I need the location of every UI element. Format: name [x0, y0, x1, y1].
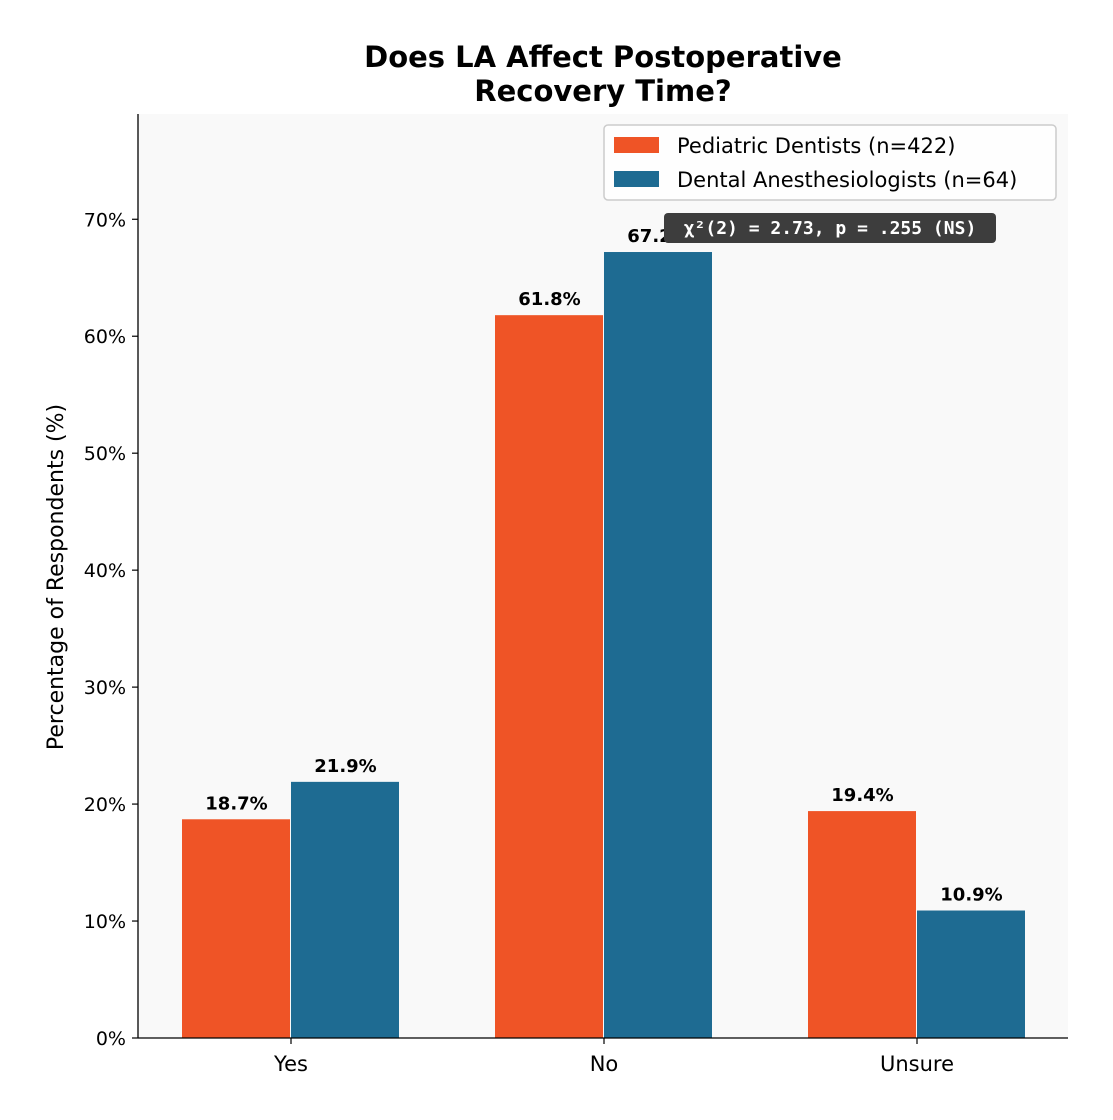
y-tick-label: 40% — [84, 560, 126, 582]
annotation-box — [664, 213, 996, 243]
stat-annotation: χ²(2) = 2.73, p = .255 (NS) — [664, 213, 996, 243]
bar-s2-no — [604, 252, 712, 1038]
bar-value-label: 18.7% — [205, 793, 267, 814]
bar-value-label: 10.9% — [940, 885, 1002, 906]
y-tick-label: 30% — [84, 677, 126, 699]
legend: Pediatric Dentists (n=422) Dental Anesthe… — [603, 124, 1057, 201]
y-ticks-group: 0% 10% 20% 30% 40% 50% 60% 70% — [84, 209, 138, 1050]
legend-swatch — [614, 171, 659, 187]
chart-title-line-1: Does LA Affect Postoperative — [364, 40, 842, 74]
y-tick-label: 10% — [84, 911, 126, 933]
bar-s2-yes — [291, 781, 399, 1038]
annotation-text: χ²(2) = 2.73, p = .255 (NS) — [684, 218, 977, 239]
bar-s1-unsure — [808, 811, 916, 1038]
y-tick-label: 50% — [84, 443, 126, 465]
bar-s1-yes — [182, 819, 290, 1038]
bars-group — [182, 252, 1025, 1038]
bar-value-label: 21.9% — [314, 756, 376, 777]
bar-s1-no — [495, 315, 603, 1038]
chart-title-line-2: Recovery Time? — [474, 74, 732, 108]
y-tick-label: 0% — [96, 1028, 126, 1050]
x-tick-label: No — [590, 1052, 619, 1076]
legend-label: Dental Anesthesiologists (n=64) — [677, 168, 1017, 192]
y-tick-label: 70% — [84, 209, 126, 231]
y-tick-label: 20% — [84, 794, 126, 816]
legend-label: Pediatric Dentists (n=422) — [677, 134, 955, 158]
x-ticks-group: Yes No Unsure — [273, 1038, 954, 1076]
bar-labels-group: 18.7%61.8%19.4%21.9%67.2%10.9% — [205, 226, 1002, 905]
bar-s2-unsure — [917, 910, 1025, 1038]
x-tick-label: Unsure — [880, 1052, 954, 1076]
bar-value-label: 61.8% — [518, 289, 580, 310]
y-axis-label: Percentage of Respondents (%) — [44, 404, 69, 750]
legend-box — [603, 124, 1057, 201]
bar-value-label: 19.4% — [831, 785, 893, 806]
y-tick-label: 60% — [84, 326, 126, 348]
x-tick-label: Yes — [273, 1052, 308, 1076]
legend-swatch — [614, 137, 659, 153]
